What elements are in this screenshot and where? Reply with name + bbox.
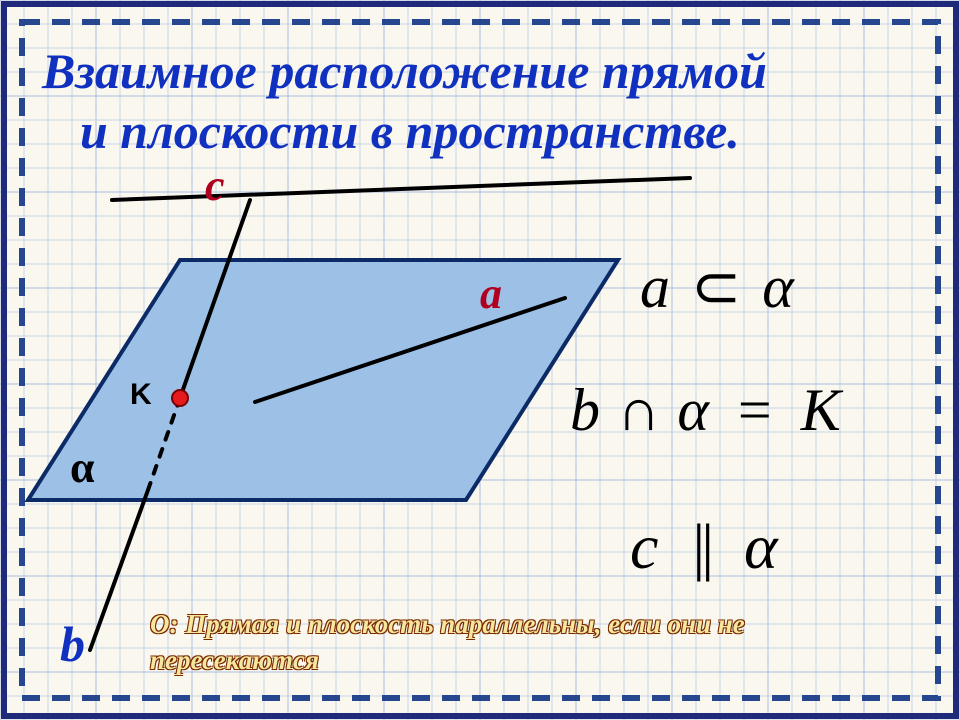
label-point-k: K — [130, 378, 152, 412]
slide-title-line1: Взаимное расположение прямой — [42, 42, 767, 100]
formula-a-subset-alpha: a ⊂ α — [640, 252, 794, 322]
formula-b-intersect-alpha-eq-k: b ∩ α = K — [570, 376, 841, 445]
equals-icon: = — [738, 377, 772, 443]
label-line-a: a — [480, 268, 502, 319]
formula-var-k: K — [801, 377, 841, 443]
label-line-b: b — [60, 615, 85, 673]
formula-var-alpha: α — [744, 511, 778, 582]
definition-line1: О: Прямая и плоскость параллельны, если … — [150, 606, 745, 642]
intersect-icon: ∩ — [617, 377, 660, 443]
label-line-c: c — [205, 160, 225, 211]
label-plane-alpha: α — [70, 442, 95, 493]
formula-var-b: b — [570, 377, 600, 443]
parallel-icon: || — [692, 511, 710, 582]
formula-var-alpha: α — [762, 254, 794, 320]
slide-title-line2: и плоскости в пространстве. — [80, 102, 740, 160]
formula-var-alpha: α — [677, 377, 709, 443]
definition-line2: пересекаются — [150, 642, 745, 678]
slide: Взаимное расположение прямой и плоскости… — [0, 0, 960, 720]
formula-var-c: c — [630, 511, 658, 582]
definition-text: О: Прямая и плоскость параллельны, если … — [150, 606, 745, 678]
formula-c-parallel-alpha: c || α — [630, 510, 778, 584]
formula-var-a: a — [640, 254, 670, 320]
subset-icon: ⊂ — [691, 254, 741, 320]
point-k — [172, 390, 188, 406]
